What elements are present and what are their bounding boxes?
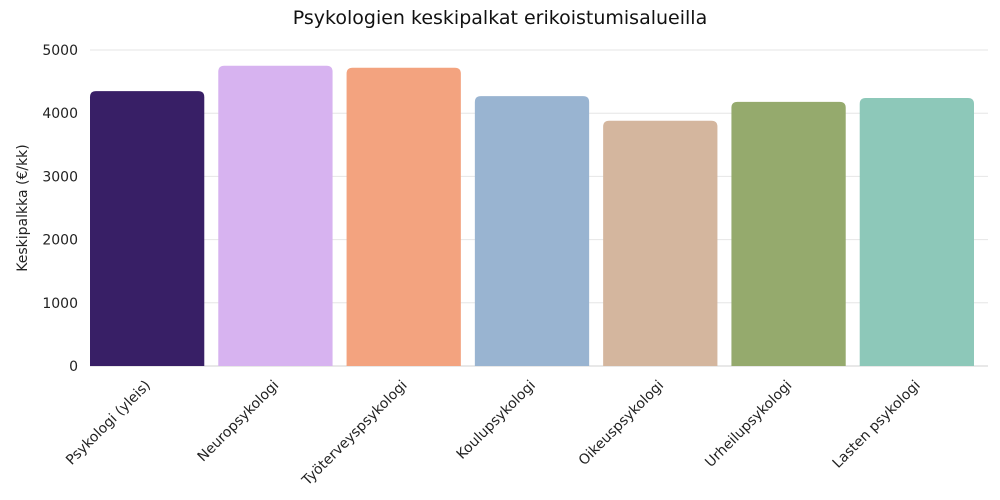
x-axis-ticks: Psykologi (yleis) Neuropsykologi Työtervey… <box>63 378 924 490</box>
x-tick-label: Työterveyspsykologi <box>299 378 411 490</box>
x-tick-label: Neuropsykologi <box>195 378 283 466</box>
bar <box>731 101 846 366</box>
x-tick-label: Psykologi (yleis) <box>63 378 154 469</box>
bar <box>218 65 333 367</box>
chart-title: Psykologien keskipalkat erikoistumisalue… <box>293 7 707 29</box>
y-axis-title: Keskipalkka (€/kk) <box>15 144 31 272</box>
x-tick-label: Koulupsykologi <box>454 378 539 463</box>
y-tick-label: 2000 <box>42 233 78 249</box>
x-tick-label: Oikeuspsykologi <box>576 378 667 469</box>
y-tick-label: 1000 <box>42 296 78 312</box>
x-tick-label: Lasten psykologi <box>830 378 924 472</box>
y-tick-label: 3000 <box>42 169 78 185</box>
x-tick-label: Urheilupsykologi <box>702 378 795 471</box>
y-tick-label: 0 <box>69 359 78 375</box>
y-tick-label: 5000 <box>42 43 78 59</box>
y-axis-ticks: 0 1000 2000 3000 4000 5000 <box>42 43 78 375</box>
bar <box>603 120 718 366</box>
bar <box>90 91 205 366</box>
bars <box>90 65 974 367</box>
bar <box>859 98 974 367</box>
bar <box>346 67 461 367</box>
y-tick-label: 4000 <box>42 106 78 122</box>
bar <box>474 96 590 367</box>
